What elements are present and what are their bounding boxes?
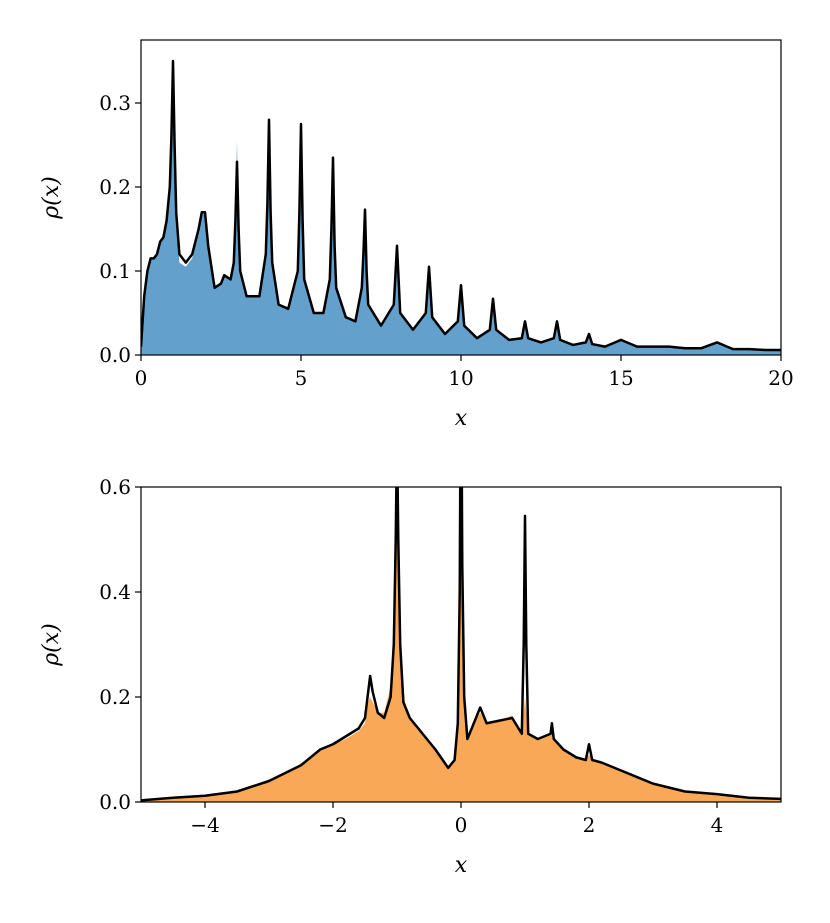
y-tick-label: 0.2 xyxy=(99,175,131,199)
plot-area xyxy=(141,59,781,355)
subplot: −4 −2 0 2 4 0.0 0.2 0.4 0.6 x ρ(x) xyxy=(39,475,782,878)
y-tick-label: 0.2 xyxy=(99,685,131,709)
area xyxy=(141,487,781,802)
x-tick-label: 15 xyxy=(608,366,633,390)
x-tick-label: −2 xyxy=(318,813,347,837)
y-tick-label: 0.0 xyxy=(99,790,131,814)
y-tick-label: 0.0 xyxy=(99,343,131,367)
x-axis-label: x xyxy=(455,853,468,878)
y-tick-label: 0.6 xyxy=(99,475,131,499)
x-axis-label: x xyxy=(455,406,468,431)
y-tick-label: 0.3 xyxy=(99,91,131,115)
x-tick-label: 5 xyxy=(295,366,308,390)
y-axis-label: ρ(x) xyxy=(39,176,64,220)
y-tick-label: 0.1 xyxy=(99,259,131,283)
x-tick-label: 4 xyxy=(711,813,724,837)
x-tick-label: −4 xyxy=(190,813,219,837)
x-tick-label: 0 xyxy=(455,813,468,837)
area xyxy=(141,77,781,355)
y-axis-label: ρ(x) xyxy=(39,623,64,667)
x-tick-label: 2 xyxy=(583,813,596,837)
plot-area xyxy=(141,487,781,802)
subplot: 0 5 10 15 20 0.0 0.1 0.2 0.3 x ρ(x) xyxy=(39,39,794,431)
line xyxy=(141,487,781,802)
x-tick-label: 0 xyxy=(135,366,148,390)
x-tick-label: 10 xyxy=(448,366,473,390)
x-tick-label: 20 xyxy=(768,366,793,390)
y-tick-label: 0.4 xyxy=(99,580,131,604)
line xyxy=(141,59,781,352)
